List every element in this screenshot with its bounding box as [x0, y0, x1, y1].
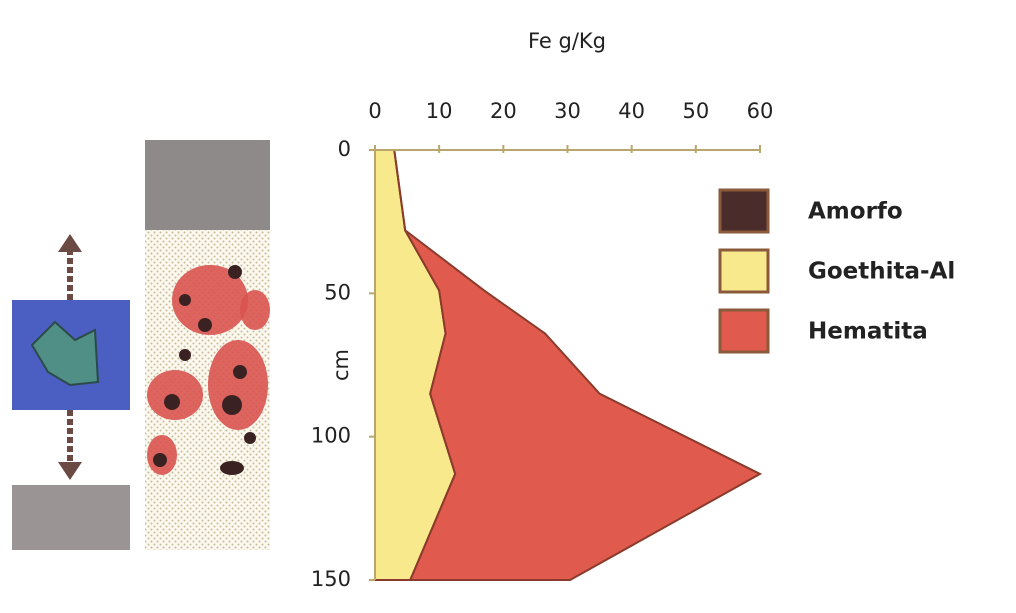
x-tick-label: 0: [368, 99, 381, 123]
x-tick-label: 40: [618, 99, 645, 123]
legend-swatch: [720, 190, 768, 232]
x-tick-label: 20: [490, 99, 517, 123]
y-tick-label: 50: [324, 280, 351, 304]
legend-label: Goethita-Al: [808, 259, 955, 285]
legend-swatch: [720, 250, 768, 292]
legend-label: Amorfo: [808, 199, 903, 225]
legend-swatch: [720, 310, 768, 352]
y-axis-label: cm: [329, 349, 353, 381]
x-tick-label: 60: [747, 99, 774, 123]
y-tick-label: 0: [338, 137, 351, 161]
y-tick-label: 100: [311, 424, 351, 448]
x-tick-label: 30: [554, 99, 581, 123]
illustration: [12, 140, 270, 550]
x-axis-label: Fe g/Kg: [528, 29, 606, 53]
x-tick-label: 50: [682, 99, 709, 123]
area: [394, 150, 760, 580]
y-tick-label: 150: [311, 567, 351, 591]
x-tick-label: 10: [426, 99, 453, 123]
legend-label: Hematita: [808, 319, 928, 345]
chart: Fe g/Kg cm 0 10 20 30 40 50 60 0 50 100 150 Amorfo G…: [0, 0, 1016, 609]
